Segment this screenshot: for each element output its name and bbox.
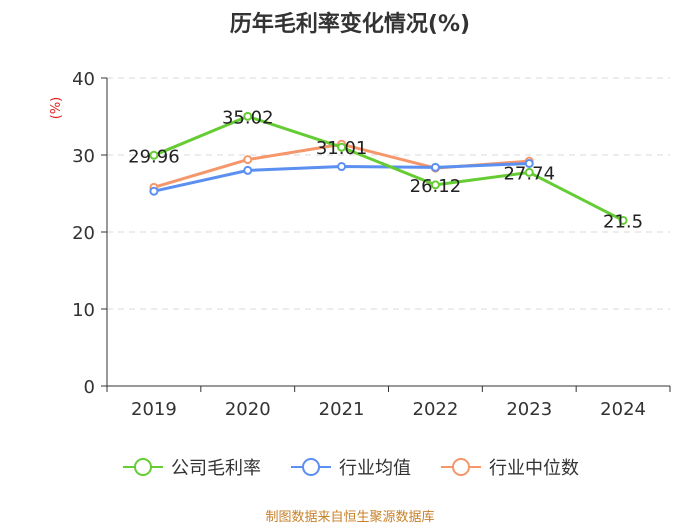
legend-item[interactable]: 公司毛利率 [121, 454, 261, 480]
data-point [243, 165, 253, 175]
y-tick-label: 30 [72, 146, 95, 167]
data-point [524, 167, 534, 177]
legend-label: 行业均值 [339, 458, 411, 479]
data-point [430, 180, 440, 190]
data-label: 26.12 [410, 176, 462, 197]
legend-swatch-icon [123, 458, 163, 476]
data-label: 21.5 [603, 211, 643, 232]
legend-swatch-icon [291, 458, 331, 476]
data-label: 31.01 [316, 138, 368, 159]
data-point [149, 186, 159, 196]
data-point [243, 155, 253, 165]
legend-item[interactable]: 行业中位数 [439, 454, 579, 480]
data-point [337, 162, 347, 172]
data-point [430, 162, 440, 172]
grid-layer [107, 77, 670, 310]
x-tick-label: 2022 [413, 399, 459, 420]
legend-item[interactable]: 行业均值 [289, 454, 411, 480]
y-axis-label: (%) [49, 97, 64, 120]
x-tick-label: 2021 [319, 399, 365, 420]
data-point [618, 215, 628, 225]
legend: 公司毛利率 行业均值 行业中位数 [0, 454, 700, 480]
data-point [243, 111, 253, 121]
label-layer: 29.96 35.02 31.01 26.12 27.74 21.5 [128, 107, 643, 232]
x-tick-label: 2020 [225, 399, 271, 420]
axis-layer: 0 10 20 30 40 2019 2020 2021 2022 2023 2024 (%) [49, 69, 671, 420]
data-label: 27.74 [503, 163, 555, 184]
legend-swatch-icon [441, 458, 481, 476]
x-tick-label: 2023 [506, 399, 552, 420]
data-label: 29.96 [128, 146, 180, 167]
y-tick-label: 40 [72, 69, 95, 90]
y-tick-label: 20 [72, 223, 95, 244]
data-point [337, 142, 347, 152]
legend-label: 行业中位数 [489, 458, 579, 479]
legend-label: 公司毛利率 [171, 458, 261, 479]
y-tick-label: 0 [84, 377, 95, 398]
source-note: 制图数据来自恒生聚源数据库 [265, 510, 435, 525]
series-layer [149, 111, 628, 225]
x-tick-label: 2024 [600, 399, 646, 420]
y-tick-label: 10 [72, 300, 95, 321]
x-tick-label: 2019 [131, 399, 177, 420]
data-label: 35.02 [222, 107, 274, 128]
data-point [524, 158, 534, 168]
chart-title: 历年毛利率变化情况(%) [229, 12, 471, 37]
data-point [149, 150, 159, 160]
series-line [153, 114, 624, 222]
